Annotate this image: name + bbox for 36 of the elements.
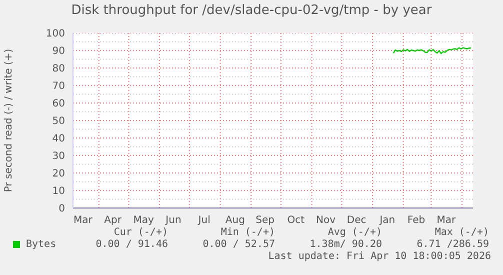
- y-tick-label: 40: [52, 134, 65, 145]
- text: Cur (-/+): [112, 227, 168, 239]
- x-tick-label: Feb: [407, 215, 426, 226]
- y-tick-label: 60: [52, 98, 65, 110]
- y-tick-label: 80: [52, 64, 65, 75]
- legend-label: Bytes: [25, 239, 56, 250]
- x-tick-label: Mar: [74, 215, 94, 226]
- text: Max (-/+): [434, 227, 489, 239]
- text: Avg (-/+): [326, 227, 382, 239]
- y-tick-label: 100: [46, 28, 65, 40]
- x-tick-label: Jun: [164, 215, 182, 226]
- text: 1.38m/ 90.20: [308, 239, 382, 251]
- x-tick-label: Mar: [436, 215, 456, 226]
- y-tick-label: 30: [52, 151, 65, 162]
- text: 0.00 / 91.46: [94, 239, 168, 251]
- x-tick-label: Oct: [287, 215, 305, 226]
- text: 6.71 /286.59: [416, 239, 489, 251]
- x-tick-label: May: [133, 215, 154, 226]
- y-tick-label: 10: [52, 186, 65, 198]
- x-tick-label: Sep: [256, 215, 274, 226]
- y-tick-label: 0: [58, 204, 65, 215]
- y-tick-label: 20: [52, 168, 65, 180]
- x-tick-label: Dec: [346, 215, 366, 226]
- text: Min (-/+): [220, 227, 275, 239]
- x-tick-label: Jul: [197, 215, 210, 226]
- y-axis-title: Pr second read (-) / write (+): [4, 48, 15, 192]
- y-tick-label: 50: [52, 116, 65, 128]
- x-tick-label: Nov: [316, 215, 336, 226]
- x-tick-label: Jan: [378, 215, 396, 226]
- text: 0.00 / 52.57: [202, 239, 275, 251]
- text: Last update: Fri Apr 10 18:00:05 2026: [268, 251, 491, 262]
- x-tick-label: Apr: [104, 215, 122, 226]
- x-tick-label: Aug: [225, 215, 245, 226]
- y-tick-label: 90: [52, 46, 65, 58]
- chart-title: Disk throughput for /dev/slade-cpu-02-vg/tmp - by year: [70, 3, 433, 18]
- y-tick-label: 70: [52, 81, 65, 92]
